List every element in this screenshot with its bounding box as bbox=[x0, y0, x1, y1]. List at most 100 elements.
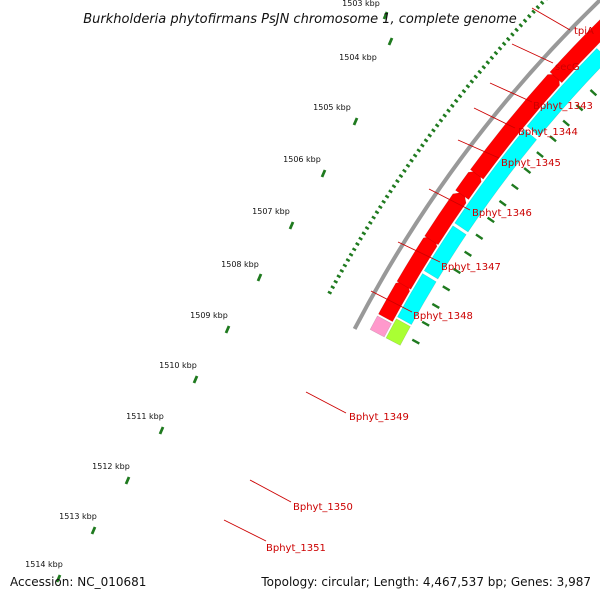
gene-leader-line bbox=[511, 43, 554, 64]
ruler-ticks bbox=[327, 0, 598, 345]
minor-tick bbox=[351, 247, 357, 252]
inner-tick bbox=[523, 167, 532, 174]
gene-label[interactable]: secG bbox=[555, 62, 580, 73]
inner-tick bbox=[463, 250, 472, 257]
major-tick bbox=[320, 169, 327, 178]
reverse-cds bbox=[454, 129, 538, 233]
inner-tick bbox=[536, 151, 544, 158]
gene-leader-line bbox=[489, 82, 533, 103]
minor-tick bbox=[457, 93, 463, 99]
gene-leader-line bbox=[305, 391, 347, 414]
minor-tick bbox=[510, 32, 515, 37]
minor-tick bbox=[477, 69, 483, 75]
gene-label[interactable]: tpiA bbox=[574, 26, 594, 37]
gene-label[interactable]: Bphyt_1346 bbox=[472, 208, 532, 219]
gene-label[interactable]: Bphyt_1349 bbox=[349, 412, 409, 423]
minor-tick bbox=[345, 258, 351, 263]
minor-tick bbox=[336, 274, 342, 279]
minor-tick bbox=[364, 226, 370, 231]
minor-tick bbox=[497, 46, 503, 51]
gene-leader-line bbox=[473, 107, 516, 129]
gene-leader-line bbox=[397, 241, 441, 263]
minor-tick bbox=[381, 199, 386, 204]
major-tick bbox=[192, 375, 199, 384]
minor-tick bbox=[431, 128, 436, 133]
reverse-cds bbox=[397, 273, 437, 326]
minor-tick bbox=[434, 123, 440, 128]
minor-tick bbox=[446, 108, 451, 113]
minor-tick bbox=[453, 98, 459, 104]
inner-tick bbox=[421, 320, 430, 327]
minor-tick bbox=[339, 268, 345, 273]
minor-tick bbox=[505, 36, 511, 42]
accession-text: Accession: NC_010681 bbox=[10, 575, 146, 589]
minor-tick bbox=[469, 79, 475, 84]
ruler-label: 1507 kbp bbox=[252, 207, 290, 216]
ruler-labels: 1503 kbp 1504 kbp 1505 kbp 1506 kbp 1507 kbp… bbox=[25, 0, 394, 583]
inner-tick bbox=[431, 302, 440, 309]
major-tick bbox=[288, 221, 295, 230]
minor-tick bbox=[442, 113, 448, 118]
minor-tick bbox=[535, 4, 541, 10]
gene-label[interactable]: Bphyt_1348 bbox=[413, 311, 473, 322]
ruler-label: 1508 kbp bbox=[221, 260, 259, 269]
gene-label[interactable]: Bphyt_1343 bbox=[533, 101, 593, 112]
green-feature bbox=[385, 318, 411, 346]
minor-tick bbox=[358, 236, 363, 241]
minor-tick bbox=[518, 23, 524, 28]
minor-tick bbox=[423, 138, 429, 143]
minor-tick bbox=[473, 74, 479, 79]
inner-tick bbox=[475, 233, 484, 240]
minor-tick bbox=[461, 88, 467, 94]
backbone-track bbox=[352, 0, 600, 330]
gene-leader-line bbox=[428, 188, 471, 211]
major-tick bbox=[158, 426, 165, 435]
ruler-label: 1513 kbp bbox=[59, 512, 97, 521]
minor-tick bbox=[361, 231, 367, 236]
gene-label[interactable]: Bphyt_1347 bbox=[441, 262, 501, 273]
reverse-cds bbox=[526, 47, 600, 137]
gene-label[interactable]: Bphyt_1351 bbox=[266, 543, 326, 554]
minor-tick bbox=[539, 0, 545, 6]
minor-tick bbox=[438, 118, 444, 123]
major-tick bbox=[382, 11, 389, 20]
ruler-label: 1504 kbp bbox=[339, 53, 377, 62]
gene-leader-line bbox=[531, 7, 571, 31]
minor-tick bbox=[333, 279, 339, 284]
major-tick bbox=[55, 574, 62, 583]
ruler-label: 1512 kbp bbox=[92, 462, 130, 471]
minor-tick bbox=[405, 163, 411, 168]
minor-tick bbox=[402, 168, 407, 173]
minor-tick bbox=[384, 194, 390, 199]
gene-labels: tpiA secG Bphyt_1343 Bphyt_1344 Bphyt_1345 Bp… bbox=[223, 7, 594, 554]
minor-tick bbox=[374, 210, 380, 215]
inner-tick bbox=[442, 285, 451, 292]
minor-tick bbox=[398, 173, 404, 179]
map-title: Burkholderia phytofirmans PsJN chromosom… bbox=[83, 12, 517, 27]
pink-feature bbox=[369, 315, 392, 338]
minor-tick bbox=[420, 143, 425, 148]
gene-label[interactable]: Bphyt_1345 bbox=[501, 158, 561, 169]
inner-tick bbox=[549, 135, 557, 143]
inner-tick bbox=[575, 104, 584, 112]
reverse-cds bbox=[423, 225, 467, 280]
minor-tick bbox=[416, 148, 422, 153]
major-tick bbox=[224, 325, 231, 334]
gene-label[interactable]: Bphyt_1344 bbox=[518, 127, 578, 138]
minor-tick bbox=[330, 285, 336, 290]
minor-tick bbox=[342, 263, 348, 268]
major-tick bbox=[90, 526, 97, 535]
ruler-label: 1505 kbp bbox=[313, 103, 351, 112]
genome-summary: Topology: circular; Length: 4,467,537 bp… bbox=[260, 575, 591, 589]
major-tick bbox=[387, 37, 394, 46]
major-tick bbox=[124, 476, 131, 485]
gene-label[interactable]: Bphyt_1350 bbox=[293, 502, 353, 513]
minor-tick bbox=[450, 103, 455, 108]
minor-tick bbox=[327, 290, 333, 295]
minor-tick bbox=[367, 220, 373, 225]
inner-tick bbox=[562, 119, 571, 127]
ruler-label: 1509 kbp bbox=[190, 311, 228, 320]
minor-tick bbox=[465, 84, 471, 89]
inner-tick bbox=[498, 199, 507, 207]
